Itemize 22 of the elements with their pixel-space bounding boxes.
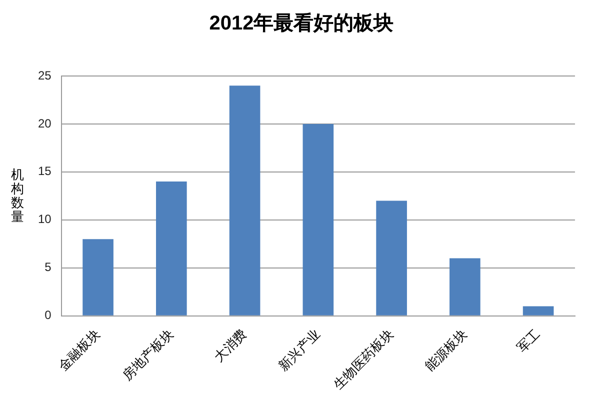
- x-tick-label: 能源板块: [422, 326, 470, 374]
- bar: [82, 239, 114, 316]
- y-tick-label: 10: [38, 212, 52, 226]
- x-tick-label: 生物医药板块: [330, 326, 396, 392]
- bar: [156, 182, 187, 316]
- bar: [376, 200, 407, 316]
- y-tick-label: 15: [38, 164, 52, 178]
- x-tick-label: 大消费: [211, 326, 250, 365]
- y-axis-title: 机构数量: [11, 167, 25, 224]
- x-tick-label: 房地产板块: [120, 326, 176, 383]
- bar: [229, 86, 260, 316]
- x-tick-label: 军工: [514, 326, 543, 356]
- y-tick-label: 5: [44, 260, 52, 274]
- bar: [302, 124, 334, 316]
- y-tick-label: 20: [38, 116, 52, 130]
- y-tick-label: 0: [44, 308, 52, 322]
- x-tick-label: 新兴产业: [275, 326, 323, 374]
- x-tick-label: 金融板块: [55, 326, 103, 374]
- chart-title: 2012年最看好的板块: [209, 12, 394, 35]
- bar: [450, 258, 480, 316]
- bar: [522, 306, 554, 316]
- y-tick-label: 25: [38, 68, 52, 82]
